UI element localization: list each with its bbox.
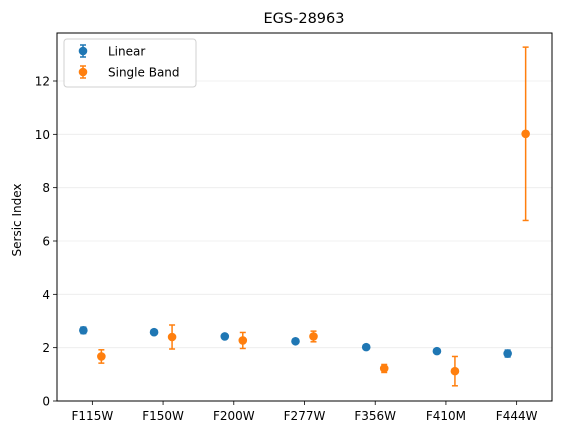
data-point bbox=[450, 366, 460, 376]
x-tick-label: F410M bbox=[426, 409, 466, 423]
legend-label: Single Band bbox=[108, 66, 180, 80]
legend-marker bbox=[78, 46, 88, 56]
data-point bbox=[79, 326, 88, 335]
plot-frame bbox=[56, 32, 553, 402]
data-point bbox=[379, 364, 389, 373]
legend: Linear Single Band bbox=[63, 38, 197, 88]
legend-box bbox=[63, 38, 197, 88]
series-layer bbox=[79, 46, 530, 387]
x-tick-label: F277W bbox=[284, 409, 326, 423]
data-point bbox=[432, 346, 442, 356]
data-point bbox=[309, 332, 318, 341]
data-point bbox=[97, 352, 106, 361]
y-tick-label: 0 bbox=[42, 395, 50, 409]
y-axis-label: Sersic Index bbox=[10, 184, 24, 257]
axes: 0 2 4 6 8 10 12 F115W F150W F200W F277W F356W F410M F… bbox=[35, 75, 538, 424]
series-linear bbox=[79, 326, 512, 358]
y-tick-label: 6 bbox=[42, 235, 50, 249]
data-point bbox=[220, 332, 230, 341]
data-point bbox=[291, 336, 300, 346]
data-point bbox=[149, 327, 159, 337]
data-point bbox=[167, 332, 177, 342]
y-tick-label: 4 bbox=[42, 288, 50, 302]
data-point bbox=[503, 349, 512, 358]
y-tick-label: 12 bbox=[35, 75, 50, 89]
chart-title: EGS-28963 bbox=[264, 11, 345, 27]
y-tick-label: 2 bbox=[42, 341, 50, 355]
legend-marker bbox=[78, 67, 88, 77]
series-single-band bbox=[97, 46, 530, 387]
y-tick-label: 8 bbox=[42, 181, 50, 195]
x-tick-label: F356W bbox=[354, 409, 396, 423]
y-tick-label: 10 bbox=[35, 128, 50, 142]
data-point bbox=[361, 342, 371, 352]
legend-label: Linear bbox=[108, 45, 145, 59]
grid-lines bbox=[57, 80, 552, 402]
data-point bbox=[238, 336, 248, 345]
data-point bbox=[521, 129, 530, 139]
x-tick-label: F444W bbox=[496, 409, 538, 423]
x-tick-label: F200W bbox=[213, 409, 255, 423]
x-tick-label: F150W bbox=[142, 409, 184, 423]
x-tick-label: F115W bbox=[72, 409, 114, 423]
